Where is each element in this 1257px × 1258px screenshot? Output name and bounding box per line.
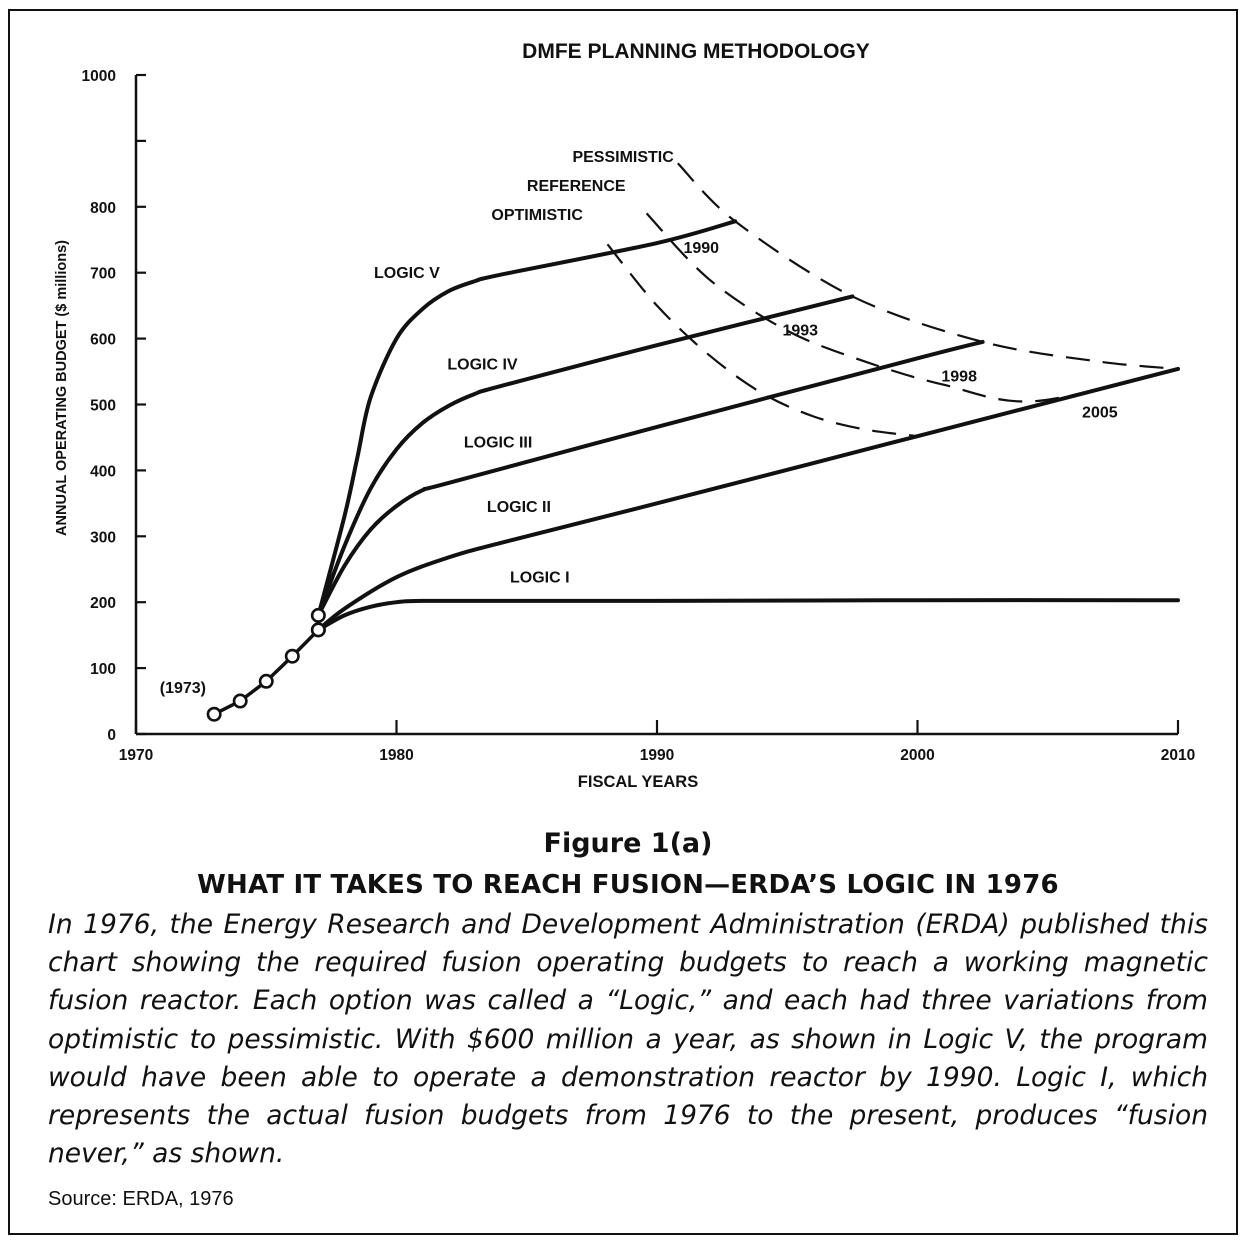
axes: 0 100 200 300 400 500 600 700 800 1000 1970 1980 199… [82,68,1196,764]
series-layer [206,162,1180,722]
series-logic-iv-line [316,294,855,618]
figure-description: In 1976, the Energy Research and Develop… [48,909,1208,1170]
annotation-pessimistic: PESSIMISTIC [572,149,674,166]
series-optimistic-line [606,243,918,438]
annotation-1973: (1973) [160,680,206,697]
figure-frame [8,9,1238,1235]
series-1973-line [213,628,320,716]
y-tick-label: 200 [90,595,116,612]
branch-point-marker [310,607,326,623]
annotation-1993: 1993 [782,322,818,339]
annotation-logic-iii: LOGIC III [464,434,532,451]
y-tick-label: 700 [90,266,116,283]
series-pessimistic-line [677,162,1179,371]
annotation-layer: 1990 1993 1998 2005 (1973) LOGIC V LOGIC IV LOG… [160,149,1118,697]
annotation-2005: 2005 [1082,405,1118,422]
y-tick-label: 800 [90,200,116,217]
x-tick-label: 2000 [900,747,934,764]
annotation-logic-ii: LOGIC II [487,499,551,516]
y-tick-label: 0 [107,727,116,744]
x-axis-label: FISCAL YEARS [578,773,698,791]
series-logic-v-line [316,219,738,618]
budget-chart: DMFE PLANNING METHODOLOGY ANNUAL OPERATI… [54,40,1196,791]
x-tick-label: 1990 [640,747,674,764]
data-point-marker [206,706,222,722]
series-logic-i-line [316,598,1180,632]
series-reference-line [645,212,1179,403]
figure-source: Source: ERDA, 1976 [48,1188,234,1210]
y-tick-label: 500 [90,398,116,415]
annotation-1998: 1998 [941,368,977,385]
data-point-marker [232,693,248,709]
figure-number: Figure 1(a) [543,828,713,859]
branch-point-marker [310,622,326,638]
annotation-reference: REFERENCE [527,178,626,195]
y-tick-label: 1000 [82,68,116,85]
figure-title: WHAT IT TAKES TO REACH FUSION—ERDA’S LOG… [197,870,1059,900]
series-logic-ii-line [316,366,1180,632]
chart-title: DMFE PLANNING METHODOLOGY [522,40,870,63]
y-tick-label: 400 [90,463,116,480]
y-tick-label: 300 [90,529,116,546]
x-tick-label: 2010 [1161,747,1195,764]
y-axis-label: ANNUAL OPERATING BUDGET ($ millions) [54,240,70,536]
annotation-logic-iv: LOGIC IV [447,357,518,374]
x-tick-label: 1980 [379,747,413,764]
data-point-marker [284,648,300,664]
series-logic-iii-line [316,339,985,618]
data-point-marker [258,673,274,689]
x-tick-label: 1970 [119,747,153,764]
y-tick-label: 600 [90,332,116,349]
annotation-optimistic: OPTIMISTIC [491,207,583,224]
annotation-1990: 1990 [683,240,719,257]
y-tick-label: 100 [90,661,116,678]
annotation-logic-v: LOGIC V [374,265,440,282]
annotation-logic-i: LOGIC I [510,569,570,586]
